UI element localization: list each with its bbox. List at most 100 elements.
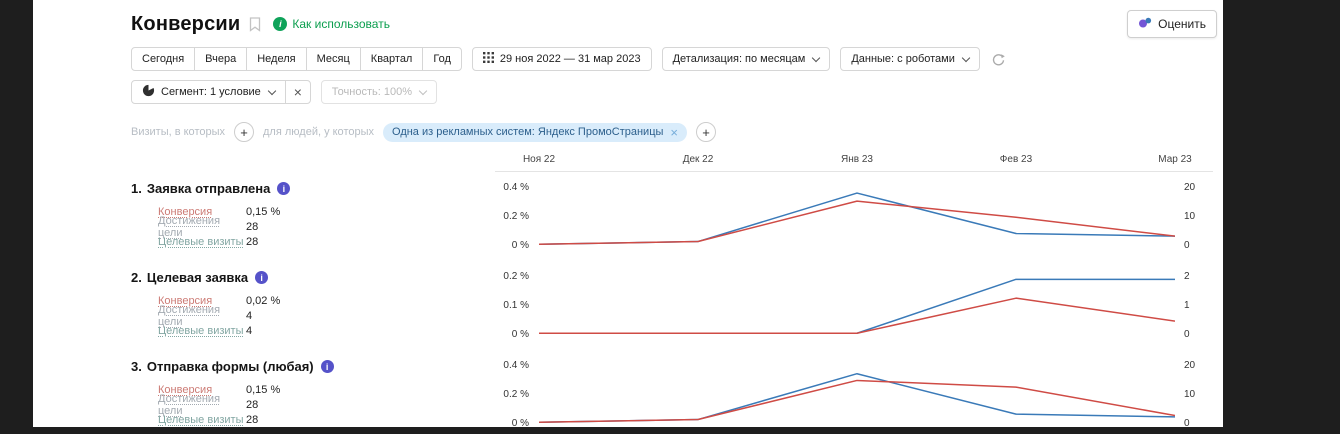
period-yesterday-button[interactable]: Вчера [194, 47, 248, 71]
goal-chart-2: 0.2 % 0.1 % 0 % 2 1 0 [495, 272, 1213, 350]
metric-conversion-label[interactable]: Конверсия [158, 294, 213, 307]
goal-info-icon[interactable]: i [277, 182, 291, 195]
metric-conversion-label[interactable]: Конверсия [158, 205, 213, 218]
accuracy-dropdown[interactable]: Точность: 100% [320, 80, 437, 104]
metric-conversion-label[interactable]: Конверсия [158, 383, 213, 396]
metric-target-visits-value: 28 [246, 413, 259, 426]
period-quarter-button[interactable]: Квартал [359, 47, 424, 71]
add-people-condition-button[interactable]: + [696, 122, 716, 142]
rate-icon [1138, 16, 1152, 32]
how-to-use-link[interactable]: i Как использовать [273, 17, 390, 31]
date-range-button[interactable]: 29 ноя 2022 — 31 мар 2023 [471, 47, 652, 71]
chevron-down-icon [418, 86, 428, 95]
metric-target-visits-value: 4 [246, 324, 253, 337]
x-axis-label: Ноя 22 [522, 154, 556, 165]
info-icon: i [273, 17, 288, 31]
metric-target-visits-label[interactable]: Целевые визиты [158, 324, 244, 337]
left-axis-ticks: 0.4 % 0.2 % 0 % [503, 360, 529, 429]
x-axis-label: Фев 23 [999, 154, 1033, 165]
how-to-use-label: Как использовать [292, 17, 390, 31]
date-range-label: 29 ноя 2022 — 31 мар 2023 [499, 53, 641, 65]
chevron-down-icon [961, 53, 971, 62]
goal-chart-1: 0.4 % 0.2 % 0 % 20 10 0 [495, 183, 1213, 261]
goal-name: Заявка отправлена [146, 181, 271, 196]
chevron-down-icon [812, 53, 821, 62]
line-chart-goal-2 [539, 277, 1175, 335]
goal-index: 2. [131, 270, 142, 285]
metric-reaches-value: 4 [246, 309, 253, 322]
toolbar-segment-row: Сегмент: 1 условие × Точность: 100% [131, 80, 1223, 104]
rate-button[interactable]: Оценить [1127, 10, 1217, 38]
accuracy-label: Точность: 100% [331, 86, 412, 98]
metrika-conversions-page: Конверсии i Как использовать Оценить Сег… [33, 0, 1223, 429]
conversion-line [539, 201, 1175, 244]
segment-button-group: Сегмент: 1 условие × [131, 80, 311, 104]
goal-title-1[interactable]: 1. Заявка отправлена i [131, 181, 495, 196]
segment-pie-icon [142, 84, 155, 100]
goal-name: Целевая заявка [146, 270, 249, 285]
segment-clear-button[interactable]: × [284, 80, 311, 104]
goal-info-icon[interactable]: i [255, 271, 269, 284]
page-title: Конверсии [131, 12, 241, 35]
x-axis-label: Мар 23 [1158, 154, 1192, 165]
metric-target-visits-label[interactable]: Целевые визиты [158, 235, 244, 248]
metric-target-visits-label[interactable]: Целевые визиты [158, 413, 244, 426]
goal-info-3: 3. Отправка формы (любая) i Конверсия 0,1… [33, 350, 495, 434]
x-axis-label: Янв 23 [841, 154, 873, 165]
goal-info-1: 1. Заявка отправлена i Конверсия 0,15 % Д… [33, 172, 495, 261]
conversion-line [539, 298, 1175, 333]
left-axis-ticks: 0.4 % 0.2 % 0 % [503, 182, 529, 251]
detailing-label: Детализация: по месяцам [672, 53, 806, 65]
period-week-button[interactable]: Неделя [246, 47, 307, 71]
metric-target-visits-value: 28 [246, 235, 259, 248]
goal-name: Отправка формы (любая) [146, 359, 314, 374]
metric-reaches-label[interactable]: Достижения цели [158, 303, 221, 328]
segment-builder-row: Визиты, в которых + для людей, у которых… [131, 122, 1223, 142]
x-axis-label: Дек 22 [682, 154, 714, 165]
metric-reaches-label[interactable]: Достижения цели [158, 392, 221, 417]
calendar-icon [482, 52, 494, 66]
add-visit-condition-button[interactable]: + [234, 122, 254, 142]
conversion-line [539, 380, 1175, 422]
metric-conversion-value: 0,02 % [246, 294, 281, 307]
metric-conversion-value: 0,15 % [246, 383, 281, 396]
refresh-icon[interactable] [992, 53, 1005, 66]
goal-metrics-2: Конверсия 0,02 % Достижения цели 4 Целевые… [158, 293, 495, 338]
line-chart-goal-1 [539, 188, 1175, 246]
bookmark-icon[interactable] [249, 16, 261, 32]
segment-dropdown[interactable]: Сегмент: 1 условие [131, 80, 286, 104]
segment-label: Сегмент: 1 условие [161, 86, 261, 98]
goal-row-3: 3. Отправка формы (любая) i Конверсия 0,1… [33, 350, 1223, 434]
goal-index: 1. [131, 181, 142, 196]
goal-info-icon[interactable]: i [320, 360, 334, 373]
toolbar-periods-row: Сегодня Вчера Неделя Месяц Квартал Год 2… [131, 47, 1223, 71]
period-year-button[interactable]: Год [422, 47, 462, 71]
target-visits-line [539, 279, 1175, 333]
metric-reaches-label[interactable]: Достижения цели [158, 214, 221, 239]
line-chart-goal-3 [539, 366, 1175, 424]
period-month-button[interactable]: Месяц [305, 47, 361, 71]
left-axis-ticks: 0.2 % 0.1 % 0 % [503, 271, 529, 340]
chip-remove-icon[interactable]: × [670, 124, 678, 140]
goal-metrics-1: Конверсия 0,15 % Достижения цели 28 Целевы… [158, 204, 495, 249]
right-axis-ticks: 2 1 0 [1184, 271, 1190, 340]
period-today-button[interactable]: Сегодня [131, 47, 196, 71]
right-axis-ticks: 20 10 0 [1184, 182, 1196, 251]
right-axis-ticks: 20 10 0 [1184, 360, 1196, 429]
visits-in-which-label: Визиты, в которых [131, 126, 225, 138]
goal-row-1: 1. Заявка отправлена i Конверсия 0,15 % Д… [33, 172, 1223, 261]
detailing-dropdown[interactable]: Детализация: по месяцам [661, 47, 831, 71]
page-header: Конверсии i Как использовать Оценить [33, 0, 1223, 38]
goal-index: 3. [131, 359, 142, 374]
segment-condition-chip[interactable]: Одна из рекламных систем: Яндекс ПромоСт… [383, 122, 687, 142]
goal-title-2[interactable]: 2. Целевая заявка i [131, 270, 495, 285]
x-axis-strip: Ноя 22 Дек 22 Янв 23 Фев 23 Мар 23 [495, 154, 1213, 172]
data-mode-dropdown[interactable]: Данные: с роботами [840, 47, 980, 71]
metric-conversion-value: 0,15 % [246, 205, 281, 218]
data-mode-label: Данные: с роботами [851, 53, 955, 65]
segment-chip-label: Одна из рекламных систем: Яндекс ПромоСт… [392, 126, 664, 138]
x-axis-row: Ноя 22 Дек 22 Янв 23 Фев 23 Мар 23 [33, 154, 1223, 172]
goal-title-3[interactable]: 3. Отправка формы (любая) i [131, 359, 495, 374]
goal-chart-3: 0.4 % 0.2 % 0 % 20 10 0 [495, 361, 1213, 434]
